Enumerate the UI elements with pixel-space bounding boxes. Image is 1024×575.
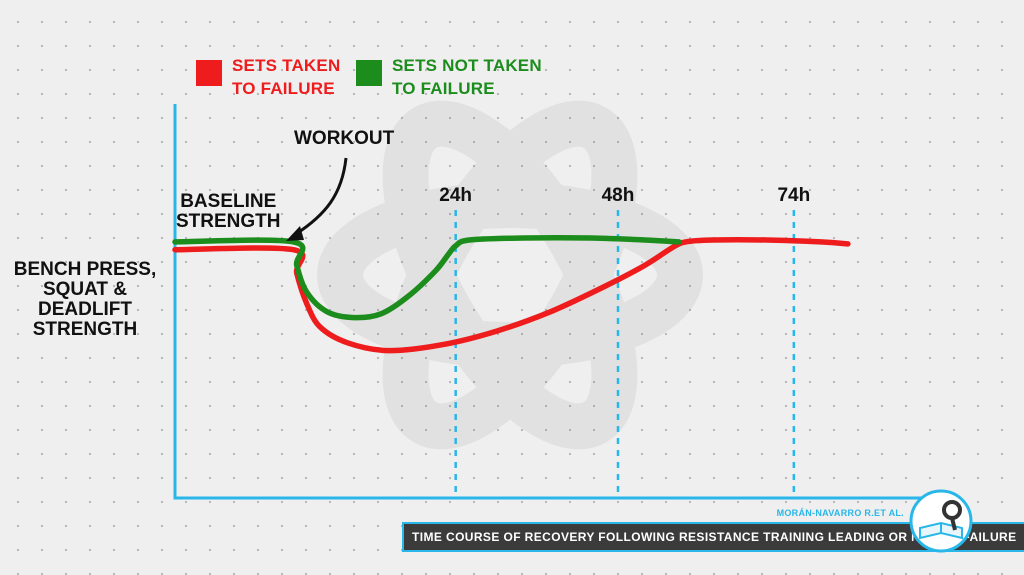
legend-swatch-not-taken — [356, 60, 382, 86]
series-line-not-taken — [172, 235, 682, 321]
legend-label-not-taken: SETS NOT TAKEN TO FAILURE — [392, 56, 542, 98]
workout-annotation: WORKOUT — [294, 128, 395, 149]
legend-swatch-taken — [196, 60, 222, 86]
workout-arrow-head — [286, 226, 304, 241]
legend-item-not-taken: SETS NOT TAKEN TO FAILURE — [356, 54, 542, 100]
source-credit: MORÁN-NAVARRO R.ET AL. — [776, 508, 904, 518]
series-line-taken — [172, 237, 851, 354]
tick-label-48h: 48h — [602, 185, 635, 206]
workout-arrow-line — [295, 157, 348, 236]
legend-label-taken: SETS TAKEN TO FAILURE — [232, 56, 341, 98]
book-magnifier-logo — [909, 489, 973, 553]
tick-label-74h: 74h — [777, 185, 810, 206]
y-axis-label: BENCH PRESS, SQUAT & DEADLIFT STRENGTH — [13, 259, 157, 340]
tick-label-24h: 24h — [439, 185, 472, 206]
baseline-annotation: BASELINE STRENGTH — [176, 191, 281, 232]
legend-item-taken: SETS TAKEN TO FAILURE — [196, 54, 340, 100]
